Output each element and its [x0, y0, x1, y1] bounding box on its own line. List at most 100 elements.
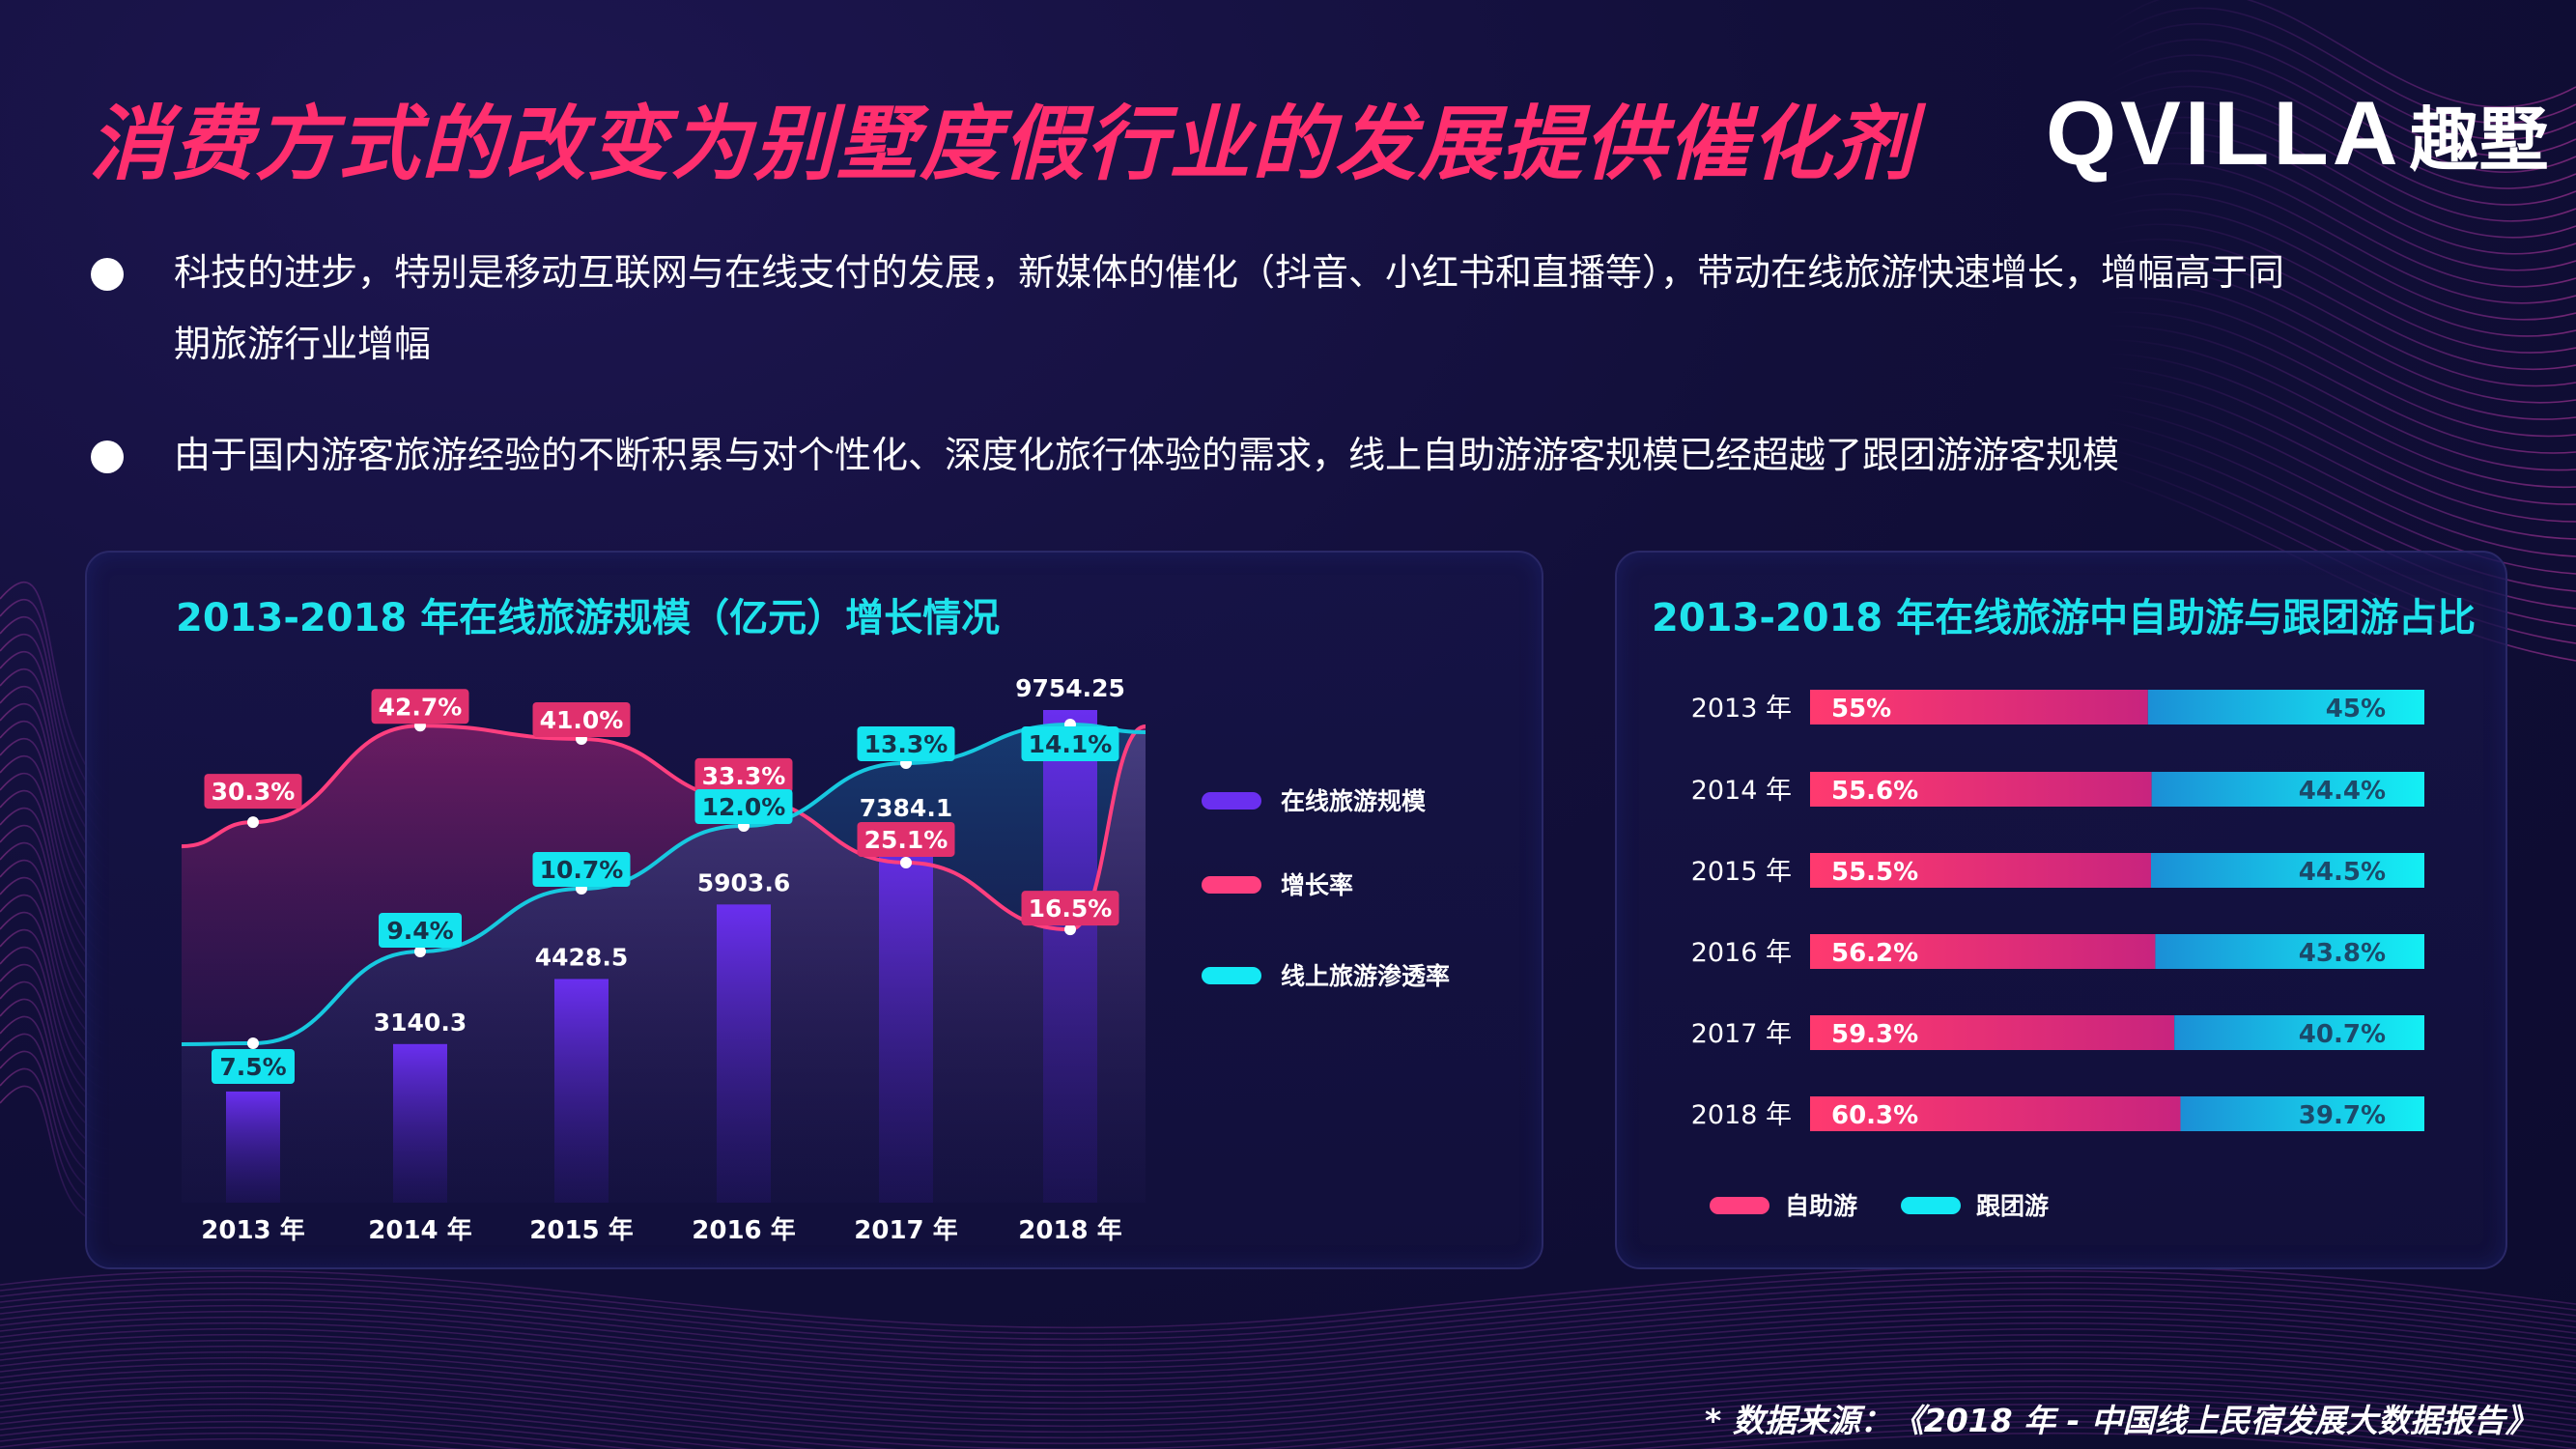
bullet-1: 科技的进步，特别是移动互联网与在线支付的发展，新媒体的催化（抖音、小红书和直播等… — [89, 237, 2523, 380]
group-tour-bar — [2151, 772, 2424, 807]
growth-rate-label: 41.0% — [540, 706, 624, 734]
growth-rate-point — [1064, 923, 1076, 936]
self-guided-value-label: 56.2% — [1831, 939, 1918, 968]
group-tour-value-label: 43.8% — [2299, 939, 2386, 968]
penetration-rate-label-bg — [212, 1049, 295, 1084]
data-source-note: * 数据来源：《2018 年 - 中国线上民宿发展大数据报告》 — [1705, 1402, 2537, 1439]
bullet-dot-icon — [91, 440, 124, 473]
legend-label: 增长率 — [1281, 871, 1353, 899]
penetration-rate-label-bg — [694, 789, 793, 824]
penetration-rate-label: 13.3% — [864, 730, 948, 758]
bar-online-scale — [393, 1043, 447, 1203]
self-guided-value-label: 55% — [1831, 695, 1891, 724]
right-chart-panel — [1615, 551, 2507, 1269]
growth-rate-label-bg — [371, 689, 469, 724]
page-title: 消费方式的改变为别墅度假行业的发展提供催化剂 — [89, 97, 1917, 191]
penetration-rate-label-bg — [532, 852, 631, 887]
growth-rate-label-bg — [694, 757, 793, 793]
penetration-rate-point — [414, 946, 426, 957]
bar-value-label: 7384.1 — [860, 794, 952, 822]
row-category-label: 2016 年 — [1691, 938, 1792, 968]
penetration-rate-line — [181, 722, 1146, 1046]
growth-rate-label-bg — [1021, 891, 1119, 926]
group-tour-value-label: 44.4% — [2299, 777, 2386, 806]
x-axis-label: 2016 年 — [692, 1215, 795, 1245]
penetration-rate-label: 10.7% — [540, 856, 624, 884]
bullet-1-line-2: 期旅游行业增幅 — [174, 323, 432, 365]
legend-label: 在线旅游规模 — [1281, 787, 1427, 815]
bar-online-scale — [226, 1091, 280, 1203]
bar-value-label: 4428.5 — [535, 943, 628, 971]
row-category-label: 2014 年 — [1691, 776, 1792, 806]
self-guided-value-label: 59.3% — [1831, 1020, 1918, 1049]
logo-word: QVILLA — [2046, 82, 2402, 184]
left-chart-title: 2013-2018 年在线旅游规模（亿元）增长情况 — [176, 596, 1001, 640]
x-axis-label: 2015 年 — [529, 1215, 633, 1245]
self-guided-bar — [1810, 1015, 2175, 1050]
bullet-2-text: 由于国内游客旅游经验的不断积累与对个性化、深度化旅行体验的需求，线上自助游游客规… — [174, 434, 2120, 476]
bar-value-label: 3140.3 — [374, 1009, 467, 1037]
group-tour-value-label: 44.5% — [2299, 858, 2386, 887]
legend-label: 自助游 — [1785, 1192, 1857, 1220]
group-tour-value-label: 40.7% — [2299, 1020, 2386, 1049]
x-axis-label: 2014 年 — [368, 1215, 471, 1245]
bar-value-label: 9754.25 — [1015, 674, 1125, 702]
row-category-label: 2013 年 — [1691, 694, 1792, 724]
bar-value-label: 5903.6 — [697, 868, 790, 896]
penetration-rate-label: 12.0% — [702, 793, 786, 821]
growth-rate-label-bg — [857, 821, 955, 857]
right-chart-title: 2013-2018 年在线旅游中自助游与跟团游占比 — [1652, 596, 2477, 640]
self-guided-bar — [1810, 853, 2151, 888]
penetration-rate-label: 9.4% — [386, 917, 453, 945]
self-guided-bar — [1810, 690, 2148, 724]
self-guided-bar — [1810, 772, 2152, 807]
growth-rate-point — [247, 816, 259, 829]
bullet-1-line-1: 科技的进步，特别是移动互联网与在线支付的发展，新媒体的催化（抖音、小红书和直播等… — [174, 251, 2285, 294]
legend-swatch — [1901, 1197, 1961, 1214]
x-axis-label: 2013 年 — [201, 1215, 304, 1245]
penetration-rate-label: 14.1% — [1029, 730, 1113, 758]
bar-online-scale — [879, 829, 933, 1203]
penetration-rate-point — [247, 1037, 259, 1049]
logo-cn: 趣墅 — [2409, 99, 2549, 181]
growth-rate-label: 30.3% — [212, 778, 296, 806]
growth-rate-label: 33.3% — [702, 762, 786, 790]
group-tour-bar — [2147, 690, 2424, 724]
x-axis-label: 2017 年 — [854, 1215, 957, 1245]
group-tour-bar — [2150, 853, 2424, 888]
group-tour-bar — [2174, 1015, 2424, 1050]
self-guided-bar — [1810, 1096, 2181, 1131]
bullet-2: 由于国内游客旅游经验的不断积累与对个性化、深度化旅行体验的需求，线上自助游游客规… — [89, 419, 2523, 491]
self-guided-value-label: 55.6% — [1831, 777, 1918, 806]
growth-rate-point — [900, 856, 912, 868]
self-guided-value-label: 55.5% — [1831, 858, 1918, 887]
group-tour-value-label: 39.7% — [2299, 1101, 2386, 1130]
logo: QVILLA 趣墅 — [2046, 81, 2549, 185]
growth-rate-label: 25.1% — [864, 826, 948, 854]
group-tour-value-label: 45% — [2326, 695, 2386, 724]
x-axis-label: 2018 年 — [1018, 1215, 1121, 1245]
penetration-rate-label-bg — [1021, 726, 1119, 761]
group-tour-bar — [2180, 1096, 2424, 1131]
growth-rate-label-bg — [204, 774, 302, 810]
penetration-rate-label-bg — [857, 726, 955, 761]
group-tour-bar — [2155, 934, 2424, 969]
growth-rate-label: 42.7% — [379, 693, 463, 721]
row-category-label: 2018 年 — [1691, 1100, 1792, 1130]
bar-online-scale — [554, 979, 609, 1203]
legend-label: 线上旅游渗透率 — [1281, 962, 1450, 990]
row-category-label: 2017 年 — [1691, 1019, 1792, 1049]
bar-online-scale — [717, 904, 771, 1203]
self-guided-bar — [1810, 934, 2156, 969]
legend-swatch — [1202, 876, 1261, 894]
growth-rate-label: 16.5% — [1029, 895, 1113, 923]
penetration-rate-label: 7.5% — [219, 1053, 286, 1081]
bar-online-scale — [1043, 710, 1097, 1203]
self-guided-value-label: 60.3% — [1831, 1101, 1918, 1130]
legend-swatch — [1202, 967, 1261, 984]
row-category-label: 2015 年 — [1691, 857, 1792, 887]
bullet-dot-icon — [91, 258, 124, 291]
growth-rate-label-bg — [532, 701, 631, 737]
